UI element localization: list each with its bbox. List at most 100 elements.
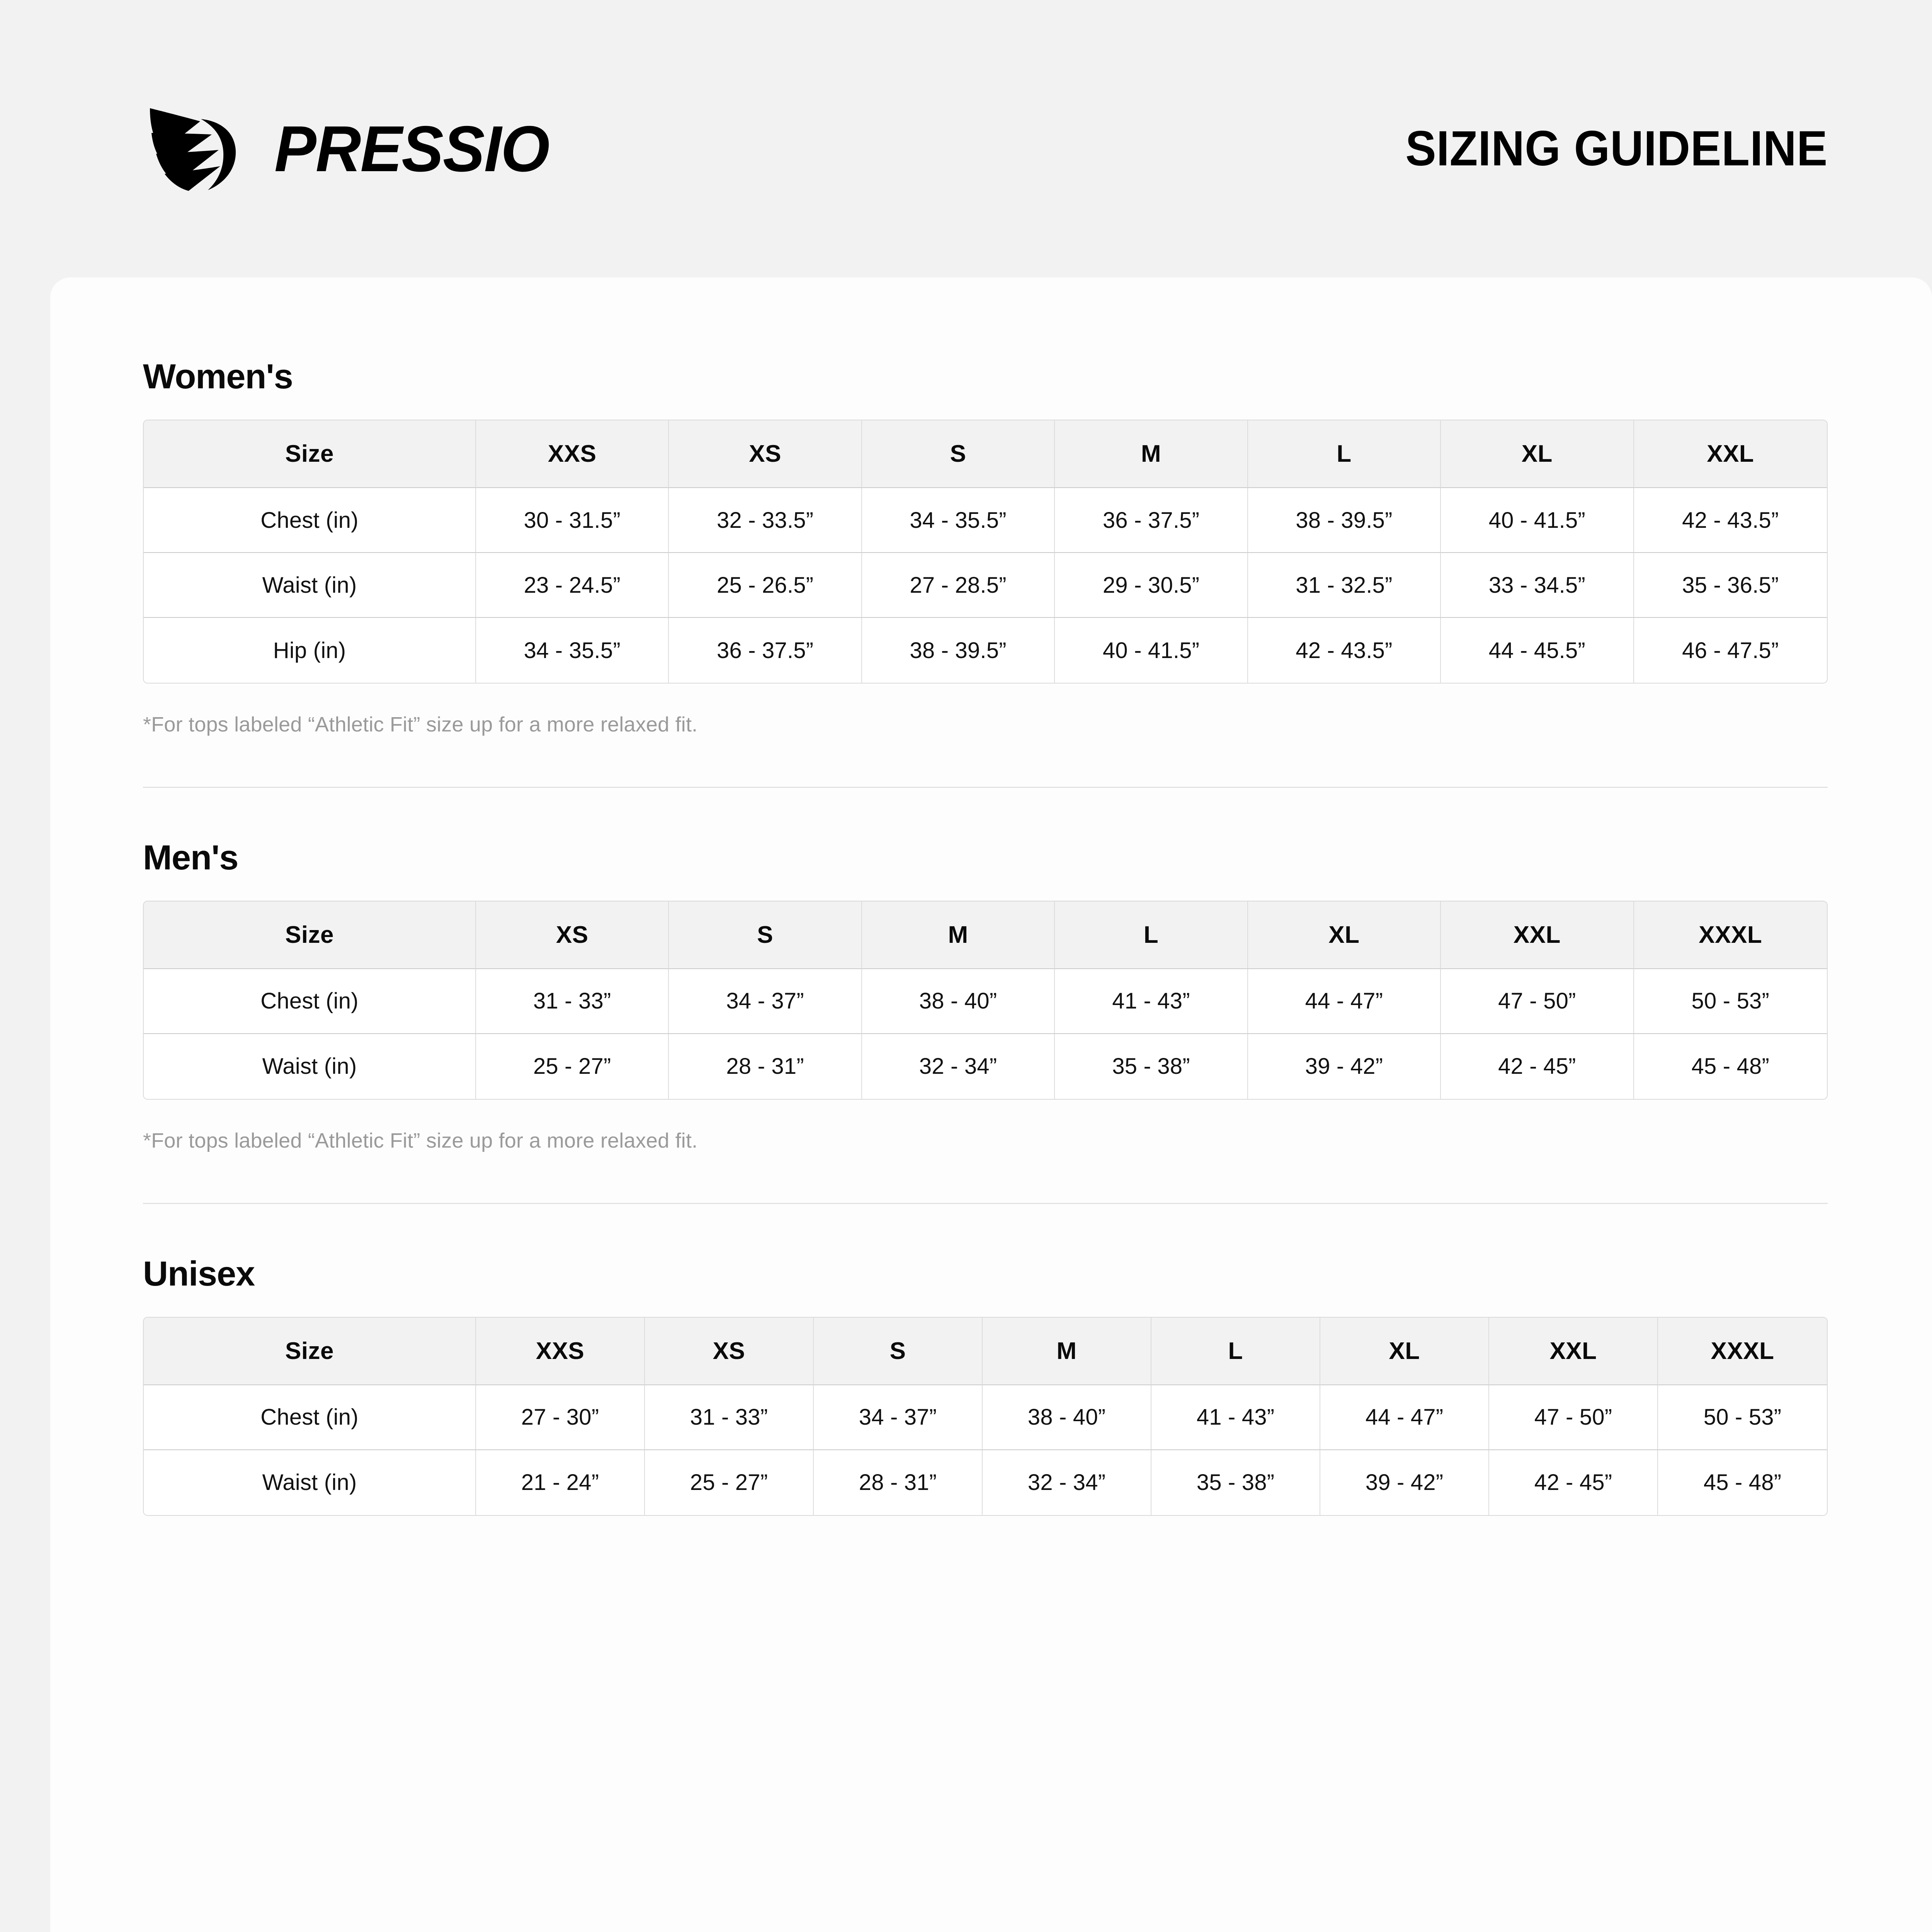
cell: 44 - 47” xyxy=(1320,1385,1489,1450)
cell: 40 - 41.5” xyxy=(1055,618,1248,683)
cell: 33 - 34.5” xyxy=(1441,553,1634,618)
table-row: Chest (in) 30 - 31.5” 32 - 33.5” 34 - 35… xyxy=(144,488,1827,553)
table-header-row: Size XXS XS S M L XL XXL xyxy=(144,420,1827,488)
cell: 28 - 31” xyxy=(669,1034,862,1099)
cell: 32 - 34” xyxy=(983,1450,1151,1515)
column-header-xxxl: XXXL xyxy=(1634,901,1827,969)
cell: 38 - 40” xyxy=(983,1385,1151,1450)
column-header-xs: XS xyxy=(476,901,669,969)
section-divider xyxy=(143,786,1828,788)
brand-wordmark: PRESSIO xyxy=(274,112,550,185)
column-header-size: Size xyxy=(144,1317,476,1385)
cell: 31 - 32.5” xyxy=(1248,553,1441,618)
cell: 35 - 36.5” xyxy=(1634,553,1827,618)
row-label: Waist (in) xyxy=(144,1034,476,1099)
wing-logo-icon xyxy=(150,108,236,191)
column-header-xl: XL xyxy=(1248,901,1441,969)
section-title-unisex: Unisex xyxy=(143,1254,255,1293)
table-row: Waist (in) 25 - 27” 28 - 31” 32 - 34” 35… xyxy=(144,1034,1827,1099)
cell: 47 - 50” xyxy=(1441,969,1634,1034)
section-divider xyxy=(143,1202,1828,1204)
cell: 34 - 35.5” xyxy=(862,488,1055,553)
row-label: Chest (in) xyxy=(144,488,476,553)
cell: 32 - 34” xyxy=(862,1034,1055,1099)
column-header-l: L xyxy=(1055,901,1248,969)
column-header-l: L xyxy=(1248,420,1441,488)
section-womens: Women's Size XXS XS S M L XL XXL xyxy=(143,359,1828,788)
cell: 36 - 37.5” xyxy=(669,618,862,683)
column-header-xl: XL xyxy=(1320,1317,1489,1385)
row-label: Waist (in) xyxy=(144,1450,476,1515)
cell: 39 - 42” xyxy=(1320,1450,1489,1515)
column-header-size: Size xyxy=(144,420,476,488)
column-header-xxs: XXS xyxy=(476,1317,645,1385)
cell: 40 - 41.5” xyxy=(1441,488,1634,553)
table-row: Waist (in) 21 - 24” 25 - 27” 28 - 31” 32… xyxy=(144,1450,1827,1515)
cell: 30 - 31.5” xyxy=(476,488,669,553)
column-header-m: M xyxy=(1055,420,1248,488)
cell: 38 - 40” xyxy=(862,969,1055,1034)
cell: 28 - 31” xyxy=(814,1450,983,1515)
cell: 35 - 38” xyxy=(1151,1450,1320,1515)
cell: 42 - 45” xyxy=(1489,1450,1658,1515)
column-header-xl: XL xyxy=(1441,420,1634,488)
column-header-xxs: XXS xyxy=(476,420,669,488)
cell: 36 - 37.5” xyxy=(1055,488,1248,553)
cell: 25 - 27” xyxy=(645,1450,814,1515)
row-label: Waist (in) xyxy=(144,553,476,618)
cell: 42 - 45” xyxy=(1441,1034,1634,1099)
cell: 44 - 47” xyxy=(1248,969,1441,1034)
cell: 46 - 47.5” xyxy=(1634,618,1827,683)
cell: 42 - 43.5” xyxy=(1634,488,1827,553)
table-header-row: Size XXS XS S M L XL XXL XXXL xyxy=(144,1317,1827,1385)
size-table-unisex: Size XXS XS S M L XL XXL XXXL Chest (in) xyxy=(143,1316,1828,1516)
page-header: PRESSIO SIZING GUIDELINE xyxy=(143,89,1828,209)
section-title-mens: Men's xyxy=(143,838,238,877)
column-header-size: Size xyxy=(144,901,476,969)
section-title-womens: Women's xyxy=(143,357,293,396)
column-header-xxl: XXL xyxy=(1634,420,1827,488)
size-table-womens: Size XXS XS S M L XL XXL Chest (in) 30 -… xyxy=(143,420,1828,684)
cell: 25 - 27” xyxy=(476,1034,669,1099)
cell: 38 - 39.5” xyxy=(1248,488,1441,553)
row-label: Chest (in) xyxy=(144,1385,476,1450)
column-header-xs: XS xyxy=(669,420,862,488)
column-header-xxxl: XXXL xyxy=(1658,1317,1827,1385)
footnote-mens: *For tops labeled “Athletic Fit” size up… xyxy=(143,1129,698,1152)
cell: 27 - 28.5” xyxy=(862,553,1055,618)
cell: 31 - 33” xyxy=(645,1385,814,1450)
cell: 25 - 26.5” xyxy=(669,553,862,618)
cell: 45 - 48” xyxy=(1634,1034,1827,1099)
column-header-s: S xyxy=(862,420,1055,488)
column-header-l: L xyxy=(1151,1317,1320,1385)
column-header-xxl: XXL xyxy=(1441,901,1634,969)
column-header-s: S xyxy=(669,901,862,969)
cell: 38 - 39.5” xyxy=(862,618,1055,683)
cell: 44 - 45.5” xyxy=(1441,618,1634,683)
column-header-m: M xyxy=(862,901,1055,969)
cell: 34 - 37” xyxy=(669,969,862,1034)
cell: 29 - 30.5” xyxy=(1055,553,1248,618)
content-card: Women's Size XXS XS S M L XL XXL xyxy=(50,277,1932,1932)
column-header-s: S xyxy=(814,1317,983,1385)
cell: 23 - 24.5” xyxy=(476,553,669,618)
table-header-row: Size XS S M L XL XXL XXXL xyxy=(144,901,1827,969)
column-header-xxl: XXL xyxy=(1489,1317,1658,1385)
cell: 50 - 53” xyxy=(1658,1385,1827,1450)
card-inner: Women's Size XXS XS S M L XL XXL xyxy=(143,359,1828,1516)
cell: 34 - 35.5” xyxy=(476,618,669,683)
cell: 34 - 37” xyxy=(814,1385,983,1450)
row-label: Chest (in) xyxy=(144,969,476,1034)
cell: 41 - 43” xyxy=(1151,1385,1320,1450)
cell: 32 - 33.5” xyxy=(669,488,862,553)
column-header-xs: XS xyxy=(645,1317,814,1385)
cell: 21 - 24” xyxy=(476,1450,645,1515)
section-unisex: Unisex Size XXS XS S M L XL XXL XXXL xyxy=(143,1257,1828,1516)
cell: 42 - 43.5” xyxy=(1248,618,1441,683)
table-row: Chest (in) 31 - 33” 34 - 37” 38 - 40” 41… xyxy=(144,969,1827,1034)
brand-lockup: PRESSIO xyxy=(143,104,558,193)
cell: 27 - 30” xyxy=(476,1385,645,1450)
table-row: Chest (in) 27 - 30” 31 - 33” 34 - 37” 38… xyxy=(144,1385,1827,1450)
footnote-womens: *For tops labeled “Athletic Fit” size up… xyxy=(143,713,698,736)
cell: 50 - 53” xyxy=(1634,969,1827,1034)
